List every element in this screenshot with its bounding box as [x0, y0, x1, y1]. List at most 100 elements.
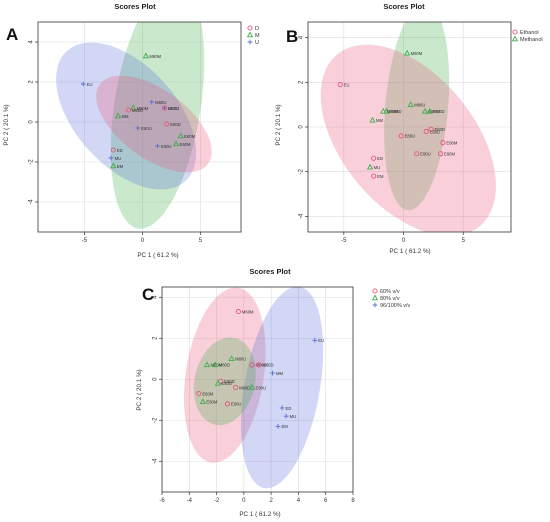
point-label: M60M: [242, 309, 254, 314]
point-label: E80U: [256, 385, 266, 390]
chart-title: Scores Plot: [249, 267, 291, 276]
chart-title: Scores Plot: [114, 2, 156, 11]
data-point: [125, 107, 132, 113]
x-tick-label: -6: [159, 498, 165, 504]
data-point: [403, 49, 411, 56]
y-tick-label: 2: [29, 80, 35, 84]
ellipses: [56, 22, 212, 229]
y-tick-label: -4: [29, 199, 35, 205]
data-point: [371, 173, 377, 179]
point-label: M80D: [219, 363, 230, 368]
point-label: E60M: [202, 391, 213, 396]
legend-marker: [246, 31, 254, 38]
data-point: [149, 99, 155, 105]
data-point: [248, 383, 256, 390]
legend-marker: [511, 35, 519, 42]
data-point: [203, 361, 211, 368]
y-tick-label: 4: [29, 40, 35, 44]
data-point: [366, 163, 374, 170]
y-tick-label: -4: [299, 213, 305, 219]
data-point: [214, 379, 222, 386]
data-point: [440, 140, 446, 146]
confidence-ellipse-M: [193, 337, 256, 426]
data-point: [428, 126, 434, 132]
data-point: [380, 107, 387, 114]
x-tick-label: 4: [297, 498, 301, 504]
x-tick-label: -4: [187, 498, 193, 504]
point-label: E80M: [206, 400, 217, 405]
point-label: M80M: [387, 109, 399, 114]
data-point: [275, 424, 281, 429]
legend-marker: [371, 294, 379, 301]
point-label: M80D: [390, 109, 401, 114]
x-tick-label: 0: [242, 498, 246, 504]
data-point: [114, 112, 122, 119]
data-point: [437, 151, 444, 157]
data-point: [249, 362, 255, 368]
point-label: M60U: [429, 109, 440, 114]
plot-frame: [161, 286, 354, 493]
data-point: [228, 355, 235, 361]
confidence-ellipse-D: [184, 287, 266, 463]
point-label: EU: [344, 82, 350, 87]
panel-label: C: [142, 285, 154, 304]
point-label: E60U: [420, 152, 430, 157]
point-label: E80M: [184, 134, 195, 139]
legend-label: Methanol: [520, 37, 543, 43]
x-axis-label: PC 1 ( 61.2 %): [137, 252, 178, 259]
grid: [308, 22, 511, 232]
point-label: ED: [117, 148, 123, 153]
y-tick-label: 0: [299, 125, 305, 129]
point-label: MU: [374, 165, 381, 170]
legend-marker: [372, 302, 378, 308]
panel-label: A: [6, 25, 18, 44]
data-point: [270, 370, 275, 376]
data-point: [142, 52, 150, 59]
chart-panel-a: Scores Plot A -5 0 5 -4 -2 0 2 4 PC 1 ( 61.2 %) PC …: [3, 2, 260, 259]
data-point: [212, 361, 219, 368]
legend: DMU: [246, 25, 260, 46]
point-label: MU: [290, 414, 297, 419]
data-point: [369, 116, 376, 123]
grid: [38, 22, 241, 232]
legend: 60% v/v80% v/v96/100% v/v: [371, 288, 411, 309]
data-point: [199, 398, 207, 405]
point-label: M60M: [411, 51, 423, 56]
x-tick-label: -2: [214, 498, 220, 504]
data-point: [398, 133, 404, 139]
data-point: [110, 162, 117, 169]
point-label: EM: [377, 174, 384, 179]
point-label: M60D: [433, 109, 444, 114]
x-tick-label: -5: [82, 238, 88, 244]
x-axis-label: PC 1 ( 61.2 %): [389, 248, 430, 255]
confidence-ellipse-U: [56, 42, 197, 190]
x-tick-label: 0: [402, 238, 406, 244]
data-point: [337, 82, 343, 88]
data-point: [161, 105, 167, 111]
legend-label: 96/100% v/v: [380, 303, 411, 309]
legend-label: U: [255, 40, 259, 46]
point-label: M60M: [149, 54, 161, 59]
x-tick-label: 6: [324, 498, 328, 504]
point-label: EU: [87, 82, 93, 87]
y-axis-label: PC 2 ( 20.1 %): [136, 369, 143, 410]
data-point: [423, 128, 429, 135]
point-label: M60D: [262, 363, 273, 368]
chart-panel-c: Scores Plot C -6 -4 -2 0 2 4 6 8 -4 -2 0 2 4 PC 1 ( 61.…: [136, 267, 411, 518]
grid: [162, 287, 353, 492]
confidence-ellipse-M: [110, 22, 205, 229]
legend-label: 80% v/v: [380, 296, 400, 302]
point-label: E60D: [430, 129, 440, 134]
point-label: E80D: [221, 381, 231, 386]
point-label: E60D: [224, 379, 234, 384]
point-label: ED: [377, 156, 383, 161]
data-point: [421, 107, 429, 114]
point-label: MM: [376, 118, 383, 123]
plot-frame: [37, 21, 242, 233]
y-tick-label: -4: [153, 458, 159, 464]
point-label: M60U: [168, 106, 179, 111]
data-point: [256, 362, 262, 368]
x-tick-label: 0: [141, 238, 145, 244]
